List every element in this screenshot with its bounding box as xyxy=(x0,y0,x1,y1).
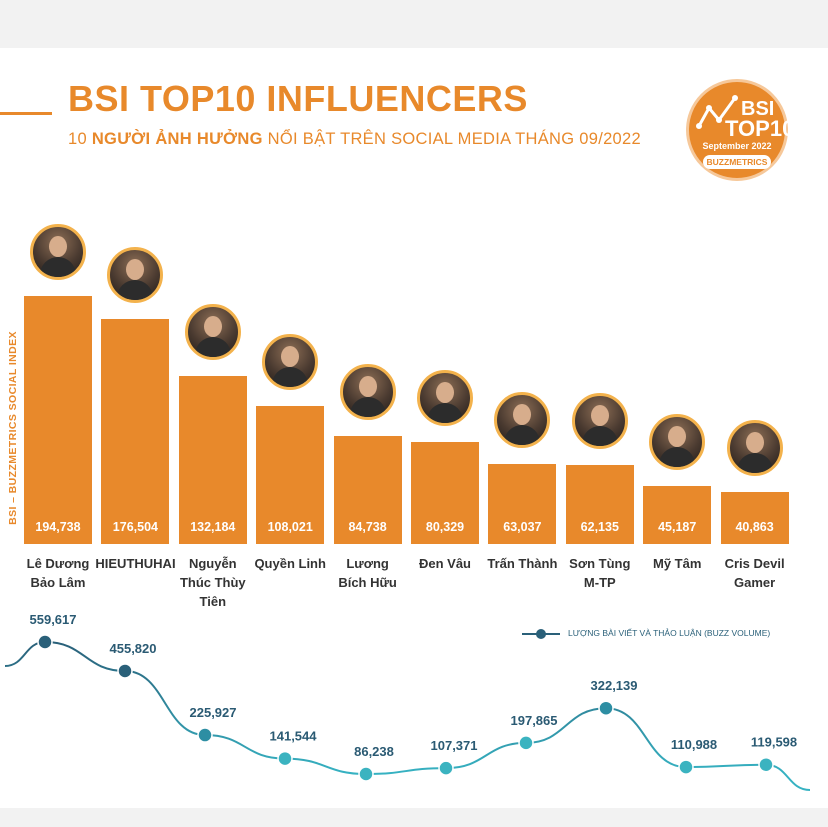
bar-value-label: 40,863 xyxy=(735,520,774,534)
avatar-face xyxy=(203,315,222,337)
data-point-label: 107,371 xyxy=(431,738,478,753)
bar-value-label: 132,184 xyxy=(190,520,236,534)
bar xyxy=(720,491,789,544)
influencer-avatar xyxy=(107,247,164,304)
avatar-body xyxy=(659,447,696,468)
data-point-label: 141,544 xyxy=(270,729,318,744)
avatar-body xyxy=(272,367,309,388)
category-label: Sơn Tùng M-TP xyxy=(569,556,631,590)
category-label: Nguyễn Thúc Thùy Tiên xyxy=(179,556,246,609)
bar xyxy=(101,319,170,544)
influencer-avatar xyxy=(417,369,473,426)
y-axis-label: BSI – BUZZMETRICS SOCIAL INDEX xyxy=(7,331,19,525)
data-point xyxy=(678,759,694,775)
data-point xyxy=(117,663,133,679)
influencer-avatar xyxy=(262,334,319,391)
influencer-avatar xyxy=(30,224,86,280)
bar-value-label: 176,504 xyxy=(112,520,158,534)
avatar-body xyxy=(581,425,618,446)
bar-value-label: 194,738 xyxy=(35,520,81,534)
buzzmetrics-logo: BUZZMETRICS xyxy=(703,155,771,169)
data-point xyxy=(37,634,53,650)
influencer-avatar xyxy=(726,419,783,476)
data-point xyxy=(518,735,534,751)
data-point-label: 119,598 xyxy=(751,735,797,750)
avatar-body xyxy=(427,402,463,423)
line-chart: 559,617 455,820 225,927 141,544 86,238 107,37… xyxy=(4,612,811,791)
category-label: Cris Devil Gamer xyxy=(724,556,785,590)
influencer-avatar xyxy=(649,414,706,471)
bar-value-label: 80,329 xyxy=(425,520,465,534)
category-label: Trấn Thành xyxy=(487,556,558,571)
avatar-face xyxy=(358,376,377,398)
data-point-label: 225,927 xyxy=(190,705,237,720)
avatar-face xyxy=(49,236,67,257)
category-label: Lương Bích Hữu xyxy=(338,556,397,590)
avatar-face xyxy=(668,426,687,448)
badge-bsi: BSI xyxy=(741,98,775,120)
data-point xyxy=(758,756,774,773)
badge-date: September 2022 xyxy=(702,141,772,151)
legend-text: LƯỢNG BÀI VIẾT VÀ THẢO LUẬN (BUZZ VOLUME… xyxy=(568,628,771,638)
bar xyxy=(256,406,325,544)
bar-value-label: 108,021 xyxy=(267,520,313,534)
data-point xyxy=(197,727,213,743)
bar xyxy=(24,296,92,544)
bar xyxy=(411,441,479,544)
data-point-label: 455,820 xyxy=(110,641,157,656)
data-point-label: 110,988 xyxy=(671,737,717,752)
subtitle-bold: NGƯỜI ẢNH HƯỞNG xyxy=(91,130,263,148)
category-label: Mỹ Tâm xyxy=(652,556,702,571)
top-band xyxy=(0,0,828,48)
avatar-face xyxy=(436,381,454,403)
avatar-body xyxy=(40,257,76,277)
data-point xyxy=(358,766,374,782)
bar xyxy=(488,463,557,544)
bar-value-label: 84,738 xyxy=(348,520,387,534)
title-rule xyxy=(0,112,52,115)
data-point-label: 322,139 xyxy=(591,678,638,693)
sparkline-icon xyxy=(696,95,738,129)
bsi-top10-badge: BSI TOP10 September 2022 BUZZMETRICS xyxy=(686,79,794,181)
page-subtitle: 10 NGƯỜI ẢNH HƯỞNG NỔI BẬT TRÊN SOCIAL M… xyxy=(68,130,641,149)
badge-top10: TOP10 xyxy=(725,116,795,141)
avatar-face xyxy=(513,403,532,425)
avatar-face xyxy=(126,259,145,281)
page-title: BSI TOP10 INFLUENCERS xyxy=(68,78,528,119)
data-point-label: 559,617 xyxy=(30,612,77,627)
bar xyxy=(565,464,634,544)
data-point xyxy=(438,760,454,776)
subtitle-prefix: 10 xyxy=(68,130,92,148)
avatar-body xyxy=(349,397,386,418)
bar-value-label: 62,135 xyxy=(580,520,619,534)
category-label: Lê Dương Bảo Lâm xyxy=(26,556,90,590)
avatar-body xyxy=(504,424,541,445)
bar xyxy=(333,436,402,544)
avatar-body xyxy=(194,336,231,357)
category-label: Quyền Linh xyxy=(254,556,326,571)
avatar-face xyxy=(590,404,609,426)
bar xyxy=(643,486,712,544)
influencer-avatar xyxy=(339,364,396,421)
avatar-face xyxy=(745,431,764,453)
influencer-avatar xyxy=(494,391,551,448)
avatar-face xyxy=(281,346,300,368)
legend-marker xyxy=(536,629,546,639)
bar xyxy=(178,375,247,544)
bar-value-label: 63,037 xyxy=(503,520,542,534)
avatar-body xyxy=(736,452,773,473)
influencer-avatar xyxy=(571,392,628,449)
avatar-body xyxy=(117,280,154,301)
subtitle-rest: NỔI BẬT TRÊN SOCIAL MEDIA THÁNG 09/2022 xyxy=(262,130,641,148)
bottom-band xyxy=(0,808,828,827)
data-point xyxy=(598,700,614,716)
data-point xyxy=(277,750,293,767)
data-point-label: 197,865 xyxy=(511,713,558,728)
data-point-label: 86,238 xyxy=(354,744,394,759)
category-label: HIEUTHUHAI xyxy=(95,556,176,571)
bar-value-label: 45,187 xyxy=(658,520,697,534)
influencer-avatar xyxy=(184,303,241,360)
category-label: Đen Vâu xyxy=(418,556,471,571)
